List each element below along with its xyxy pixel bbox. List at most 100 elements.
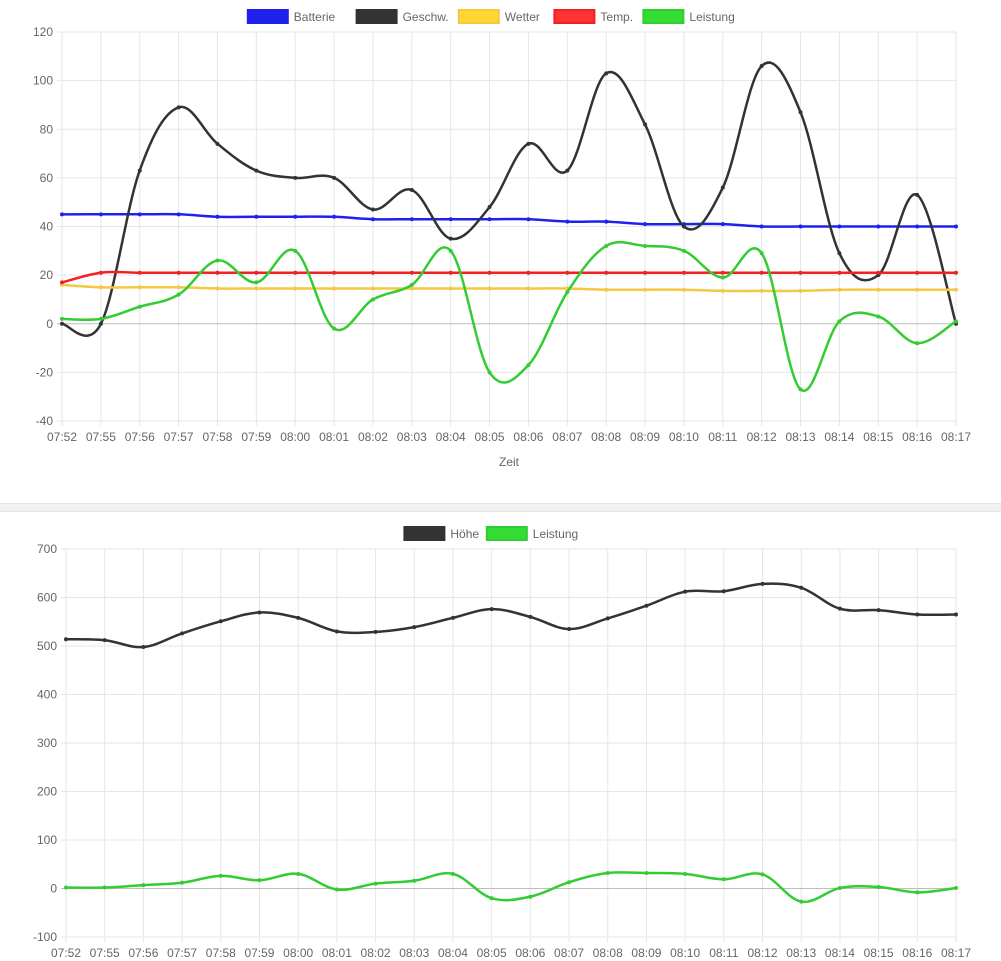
y-tick-label: 120 (33, 25, 53, 39)
data-point (915, 612, 920, 617)
data-point (681, 224, 686, 229)
y-tick-label: -40 (36, 414, 54, 428)
series-line-hhe (65, 582, 957, 649)
legend-swatch (403, 526, 446, 541)
data-point (643, 287, 648, 292)
data-point (215, 141, 220, 146)
y-tick-label: 500 (37, 639, 57, 653)
data-point (526, 141, 531, 146)
data-point (526, 363, 531, 368)
x-tick-label: 07:57 (164, 430, 194, 444)
y-tick-label: 100 (37, 833, 57, 847)
legend-item-leistung[interactable]: Leistung (642, 9, 735, 24)
data-point (215, 258, 220, 263)
x-tick-label: 08:12 (748, 946, 778, 960)
x-tick-label: 08:05 (475, 430, 505, 444)
data-point (409, 188, 414, 193)
series-line-batterie (61, 212, 956, 228)
data-point (565, 290, 570, 295)
data-point (370, 297, 375, 302)
x-tick-label: 08:02 (361, 946, 391, 960)
data-point (370, 270, 375, 275)
x-tick-label: 08:10 (670, 946, 700, 960)
data-point (604, 219, 609, 224)
data-point (373, 629, 378, 634)
legend-label: Batterie (294, 10, 336, 24)
data-point (180, 880, 185, 885)
x-tick-label: 07:55 (86, 430, 116, 444)
legend-item-leistung[interactable]: Leistung (485, 526, 578, 541)
data-point (218, 619, 223, 624)
data-point (643, 243, 648, 248)
data-point (526, 286, 531, 291)
data-point (721, 877, 726, 882)
data-point (98, 270, 103, 275)
data-point (681, 248, 686, 253)
data-point (915, 890, 920, 895)
data-point (565, 270, 570, 275)
data-point (759, 251, 764, 256)
data-point (176, 285, 181, 290)
legend-label: Leistung (533, 527, 578, 541)
data-point (759, 270, 764, 275)
data-point (798, 270, 803, 275)
line-chart-top: -40 -20 0 20 40 60 80 100 120 07:52 07:55 07:56 07:5… (33, 9, 971, 469)
x-tick-label: 08:04 (436, 430, 466, 444)
data-point (332, 326, 337, 331)
data-point (644, 603, 649, 608)
x-tick-label: 07:59 (241, 430, 271, 444)
data-point (798, 224, 803, 229)
data-point (954, 612, 958, 617)
data-point (60, 321, 64, 326)
data-point (876, 608, 881, 613)
data-point (681, 270, 686, 275)
data-point (759, 288, 764, 293)
data-point (604, 71, 609, 76)
data-point (141, 883, 146, 888)
data-point (409, 286, 414, 291)
data-point (176, 292, 181, 297)
data-point (643, 270, 648, 275)
y-tick-label: 200 (37, 785, 57, 799)
legend-item-geschw[interactable]: Geschw. (355, 9, 449, 24)
data-point (799, 899, 804, 904)
data-point (293, 248, 298, 253)
data-point (176, 105, 181, 110)
data-point (915, 270, 920, 275)
data-point (489, 607, 494, 612)
data-point (98, 285, 103, 290)
data-point (604, 243, 609, 248)
data-point (489, 896, 494, 901)
legend-item-temp[interactable]: Temp. (553, 9, 633, 24)
data-point (293, 175, 298, 180)
data-point (567, 880, 572, 885)
legend-item-batterie[interactable]: Batterie (246, 9, 336, 24)
x-tick-label: 08:01 (319, 430, 349, 444)
legend-item-hhe[interactable]: Höhe (403, 526, 479, 541)
data-point (215, 286, 220, 291)
data-point (218, 873, 223, 878)
y-tick-label: 700 (37, 542, 57, 556)
data-point (254, 214, 259, 219)
data-point (334, 629, 339, 634)
legend-swatch (457, 9, 500, 24)
data-point (565, 219, 570, 224)
data-point (605, 616, 610, 621)
data-point (954, 886, 958, 891)
legend-label: Leistung (689, 10, 734, 24)
legend-item-wetter[interactable]: Wetter (457, 9, 540, 24)
legend-label: Höhe (450, 527, 479, 541)
legend-swatch (246, 9, 289, 24)
data-point (487, 370, 492, 375)
data-point (257, 878, 262, 883)
x-tick-label: 07:56 (125, 430, 155, 444)
data-point (296, 615, 301, 620)
data-point (526, 270, 531, 275)
data-point (681, 287, 686, 292)
data-point (720, 185, 725, 190)
data-point (837, 251, 842, 256)
x-tick-label: 08:11 (708, 430, 737, 444)
data-point (64, 885, 68, 890)
y-tick-label: 100 (33, 74, 53, 88)
data-point (412, 625, 417, 630)
